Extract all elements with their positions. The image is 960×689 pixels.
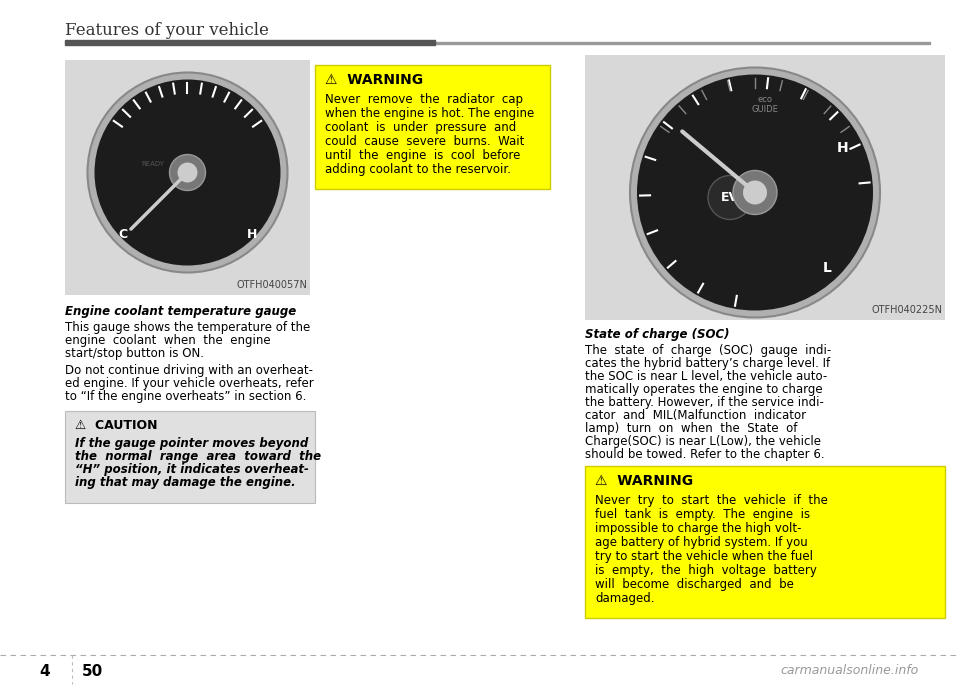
Text: until  the  engine  is  cool  before: until the engine is cool before	[325, 149, 520, 162]
Circle shape	[637, 74, 873, 311]
Text: Features of your vehicle: Features of your vehicle	[65, 22, 269, 39]
Text: 4: 4	[39, 664, 50, 679]
Circle shape	[87, 72, 287, 273]
Text: This gauge shows the temperature of the: This gauge shows the temperature of the	[65, 321, 310, 334]
Text: EV: EV	[721, 191, 739, 204]
Circle shape	[630, 68, 880, 318]
Text: coolant  is  under  pressure  and: coolant is under pressure and	[325, 121, 516, 134]
Text: the SOC is near L level, the vehicle auto-: the SOC is near L level, the vehicle aut…	[585, 370, 828, 383]
Text: ed engine. If your vehicle overheats, refer: ed engine. If your vehicle overheats, re…	[65, 377, 314, 390]
Text: The  state  of  charge  (SOC)  gauge  indi-: The state of charge (SOC) gauge indi-	[585, 344, 831, 357]
Text: Charge(SOC) is near L(Low), the vehicle: Charge(SOC) is near L(Low), the vehicle	[585, 435, 821, 448]
Text: Engine coolant temperature gauge: Engine coolant temperature gauge	[65, 305, 297, 318]
Bar	[585, 55, 945, 320]
Text: ⚠  WARNING: ⚠ WARNING	[595, 474, 693, 488]
Text: 50: 50	[82, 664, 104, 679]
Text: ⚠  CAUTION: ⚠ CAUTION	[75, 419, 157, 432]
Text: Never  remove  the  radiator  cap: Never remove the radiator cap	[325, 93, 523, 106]
Circle shape	[94, 79, 280, 265]
Text: to “If the engine overheats” in section 6.: to “If the engine overheats” in section …	[65, 390, 306, 403]
Text: OTFH040225N: OTFH040225N	[871, 305, 942, 315]
Text: will  become  discharged  and  be: will become discharged and be	[595, 578, 794, 591]
Text: Do not continue driving with an overheat-: Do not continue driving with an overheat…	[65, 364, 313, 377]
Text: “H” position, it indicates overheat-: “H” position, it indicates overheat-	[75, 463, 309, 476]
Bar	[65, 40, 435, 45]
Bar	[585, 466, 945, 618]
Text: cates the hybrid battery’s charge level. If: cates the hybrid battery’s charge level.…	[585, 357, 830, 370]
Circle shape	[178, 163, 198, 183]
Bar	[65, 60, 310, 295]
Text: engine  coolant  when  the  engine: engine coolant when the engine	[65, 334, 271, 347]
Text: when the engine is hot. The engine: when the engine is hot. The engine	[325, 107, 535, 120]
Text: C: C	[118, 228, 127, 241]
Text: ing that may damage the engine.: ing that may damage the engine.	[75, 476, 296, 489]
Bar	[65, 411, 315, 503]
Circle shape	[743, 181, 767, 205]
Bar	[315, 65, 550, 189]
Text: eco
GUIDE: eco GUIDE	[752, 95, 779, 114]
Text: If the gauge pointer moves beyond: If the gauge pointer moves beyond	[75, 437, 308, 450]
Text: should be towed. Refer to the chapter 6.: should be towed. Refer to the chapter 6.	[585, 448, 825, 461]
Text: H: H	[837, 141, 849, 154]
Circle shape	[733, 170, 777, 214]
Text: damaged.: damaged.	[595, 592, 655, 605]
Circle shape	[708, 176, 752, 220]
Text: carmanualsonline.info: carmanualsonline.info	[780, 664, 919, 677]
Text: the  normal  range  area  toward  the: the normal range area toward the	[75, 450, 322, 463]
Text: age battery of hybrid system. If you: age battery of hybrid system. If you	[595, 536, 807, 549]
Text: the battery. However, if the service indi-: the battery. However, if the service ind…	[585, 396, 824, 409]
Text: cator  and  MIL(Malfunction  indicator: cator and MIL(Malfunction indicator	[585, 409, 806, 422]
Text: fuel  tank  is  empty.  The  engine  is: fuel tank is empty. The engine is	[595, 508, 810, 521]
Text: ⚠  WARNING: ⚠ WARNING	[325, 73, 423, 87]
Text: READY: READY	[141, 161, 164, 167]
Text: try to start the vehicle when the fuel: try to start the vehicle when the fuel	[595, 550, 813, 563]
Text: impossible to charge the high volt-: impossible to charge the high volt-	[595, 522, 802, 535]
Text: Never  try  to  start  the  vehicle  if  the: Never try to start the vehicle if the	[595, 494, 828, 507]
Text: OTFH040057N: OTFH040057N	[236, 280, 307, 290]
Circle shape	[170, 154, 205, 190]
Text: State of charge (SOC): State of charge (SOC)	[585, 328, 730, 341]
Text: lamp)  turn  on  when  the  State  of: lamp) turn on when the State of	[585, 422, 798, 435]
Text: could  cause  severe  burns.  Wait: could cause severe burns. Wait	[325, 135, 524, 148]
Text: adding coolant to the reservoir.: adding coolant to the reservoir.	[325, 163, 511, 176]
Text: start/stop button is ON.: start/stop button is ON.	[65, 347, 204, 360]
Text: is  empty,  the  high  voltage  battery: is empty, the high voltage battery	[595, 564, 817, 577]
Bar	[435, 42, 930, 44]
Text: L: L	[823, 260, 831, 274]
Text: H: H	[248, 228, 257, 241]
Text: matically operates the engine to charge: matically operates the engine to charge	[585, 383, 823, 396]
